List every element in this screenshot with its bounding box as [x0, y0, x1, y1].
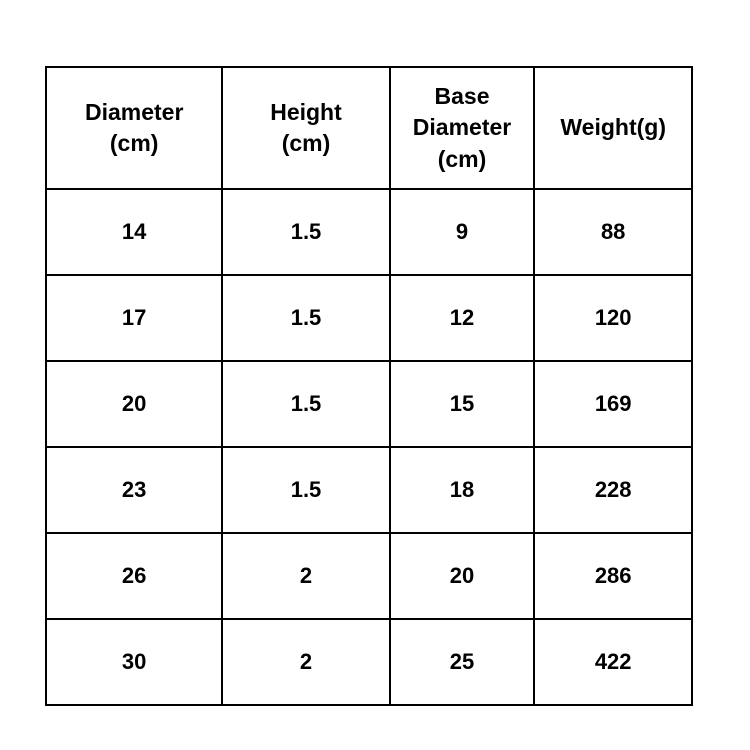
table-cell: 120	[533, 274, 693, 362]
table-row: 20 1.5 15 169	[44, 360, 693, 448]
table-cell: 30	[44, 618, 224, 706]
header-cell-height: Height (cm)	[221, 66, 391, 190]
spec-table: Diameter (cm) Height (cm) Base Diameter …	[44, 66, 693, 706]
table-row: 17 1.5 12 120	[44, 274, 693, 362]
header-cell-base-diameter: Base Diameter (cm)	[388, 66, 536, 190]
table-cell: 1.5	[221, 446, 391, 534]
table-cell: 1.5	[221, 188, 391, 276]
table-cell: 422	[533, 618, 693, 706]
table-cell: 14	[44, 188, 224, 276]
header-cell-diameter: Diameter (cm)	[44, 66, 224, 190]
table-cell: 88	[533, 188, 693, 276]
table-cell: 286	[533, 532, 693, 620]
table-cell: 25	[388, 618, 536, 706]
table-row: 26 2 20 286	[44, 532, 693, 620]
table-cell: 15	[388, 360, 536, 448]
table-cell: 18	[388, 446, 536, 534]
table-cell: 2	[221, 618, 391, 706]
table-cell: 17	[44, 274, 224, 362]
table-row: 23 1.5 18 228	[44, 446, 693, 534]
table-cell: 20	[44, 360, 224, 448]
header-cell-weight: Weight(g)	[533, 66, 693, 190]
table-cell: 1.5	[221, 274, 391, 362]
table-cell: 26	[44, 532, 224, 620]
table-row: 14 1.5 9 88	[44, 188, 693, 276]
table-header-row: Diameter (cm) Height (cm) Base Diameter …	[44, 66, 693, 190]
table-cell: 169	[533, 360, 693, 448]
table-cell: 9	[388, 188, 536, 276]
table-cell: 20	[388, 532, 536, 620]
table-row: 30 2 25 422	[44, 618, 693, 706]
table-cell: 23	[44, 446, 224, 534]
table-cell: 1.5	[221, 360, 391, 448]
table-cell: 12	[388, 274, 536, 362]
table-cell: 228	[533, 446, 693, 534]
table-cell: 2	[221, 532, 391, 620]
